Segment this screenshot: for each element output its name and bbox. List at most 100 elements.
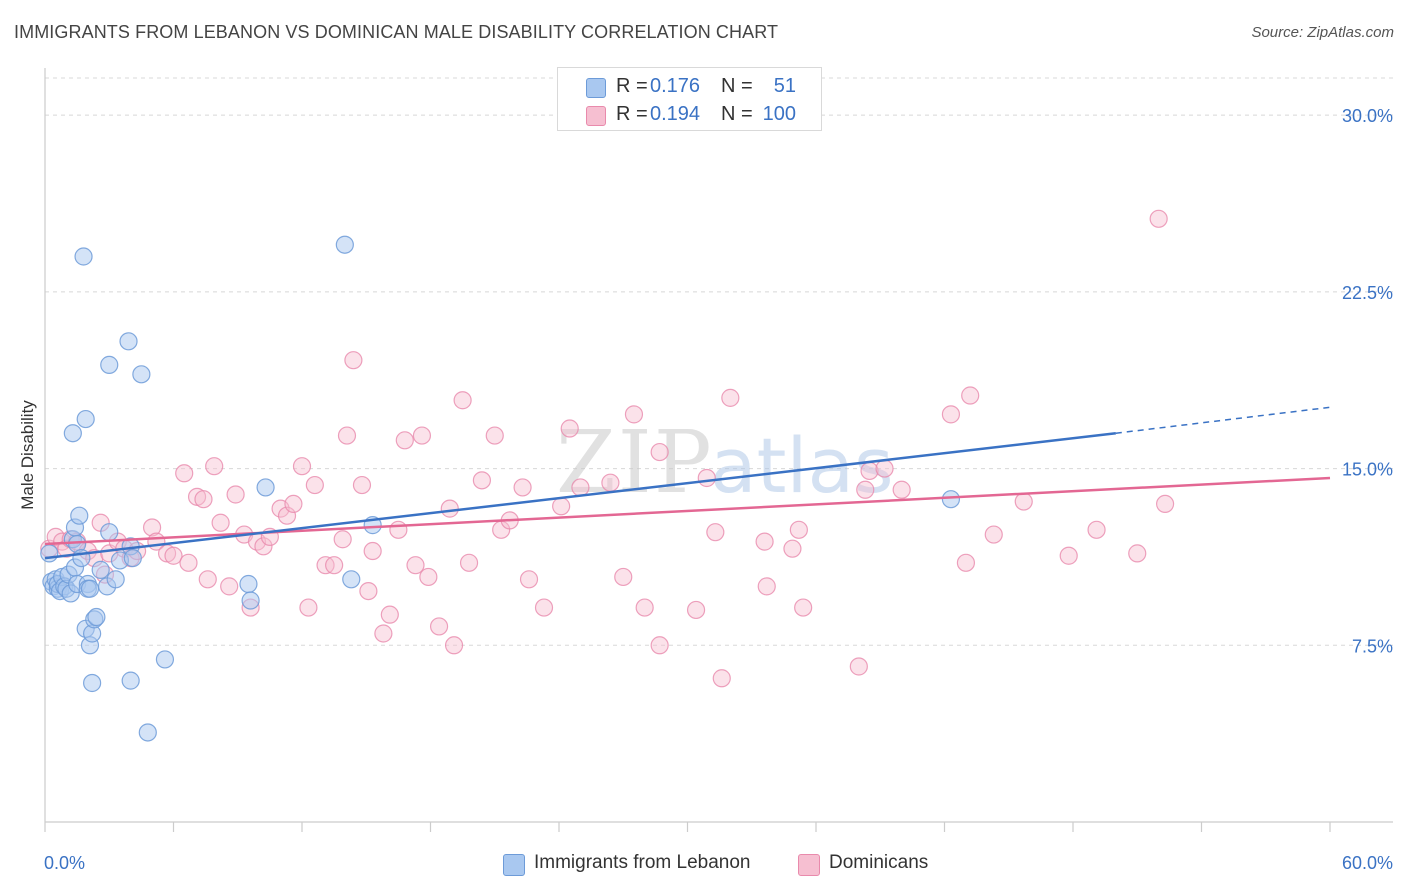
data-point-dominicans [226, 485, 245, 504]
legend-n-value: 51 [773, 75, 796, 97]
data-point-dominicans [794, 598, 813, 617]
data-point-lebanon [155, 650, 175, 669]
legend-r-value: 0.176 [650, 75, 701, 97]
data-point-lebanon [70, 506, 89, 525]
chart-title: IMMIGRANTS FROM LEBANON VS DOMINICAN MAL… [14, 22, 779, 42]
data-point-lebanon [100, 523, 119, 542]
data-point-lebanon [40, 544, 59, 563]
x-tick-label: 60.0% [1342, 853, 1393, 873]
data-point-dominicans [697, 468, 716, 488]
data-point-dominicans [601, 473, 620, 492]
data-point-dominicans [875, 459, 894, 478]
source-label: Source: ZipAtlas.com [1251, 24, 1394, 41]
data-point-dominicans [650, 636, 669, 655]
data-point-dominicans [1014, 492, 1033, 511]
data-point-dominicans [344, 351, 363, 370]
data-point-dominicans [614, 567, 633, 587]
data-point-dominicans [961, 386, 980, 405]
data-point-lebanon [91, 560, 110, 579]
data-point-dominicans [337, 426, 357, 445]
data-point-dominicans [299, 598, 318, 617]
data-point-dominicans [856, 480, 875, 499]
data-point-dominicans [374, 624, 393, 643]
correlation-legend: R = 0.176 N = 51 R = 0.194 N = 100 [557, 67, 822, 131]
data-point-dominicans [429, 617, 449, 636]
data-point-dominicans [635, 598, 654, 617]
data-point-lebanon [80, 579, 100, 598]
legend-row-lebanon: R = 0.176 N = 51 [558, 72, 821, 100]
data-point-dominicans [860, 461, 879, 481]
data-point-dominicans [325, 556, 344, 575]
data-point-dominicans [254, 537, 273, 556]
data-point-lebanon [239, 574, 258, 594]
data-point-dominicans [380, 605, 399, 624]
data-point-dominicans [444, 636, 464, 655]
data-point-dominicans [757, 577, 776, 596]
tick-labels: 7.5% 15.0% 22.5% 30.0% 0.0% 60.0% [44, 106, 1393, 873]
data-point-dominicans [359, 581, 378, 601]
data-point-dominicans [305, 475, 324, 495]
watermark-zip: ZIP [556, 413, 714, 513]
data-point-dominicans [571, 478, 590, 497]
data-point-dominicans [363, 541, 382, 561]
data-point-dominicans [755, 532, 774, 551]
data-point-dominicans [179, 553, 198, 572]
data-point-lebanon [123, 548, 142, 568]
data-point-dominicans [984, 525, 1003, 544]
data-point-dominicans [534, 598, 554, 617]
legend-n-value: 100 [762, 103, 796, 125]
data-point-dominicans [560, 419, 579, 438]
data-point-dominicans [706, 523, 725, 542]
data-point-dominicans [175, 464, 194, 483]
data-point-dominicans [624, 405, 644, 424]
data-point-dominicans [194, 490, 213, 509]
data-point-dominicans [519, 570, 539, 589]
data-point-lebanon [76, 409, 95, 429]
data-point-dominicans [395, 431, 414, 450]
data-point-dominicans [1059, 546, 1078, 565]
data-point-dominicans [142, 518, 162, 537]
data-point-dominicans [406, 556, 425, 575]
data-point-dominicans [211, 513, 230, 532]
legend-swatch-blue [586, 78, 606, 98]
data-point-dominicans [453, 391, 472, 410]
legend-swatch-pink [586, 106, 606, 126]
data-point-dominicans [1128, 544, 1147, 563]
data-point-dominicans [956, 553, 976, 572]
legend-n-label: N = [721, 75, 753, 97]
data-point-dominicans [198, 570, 217, 589]
trendline-lebanon-extension [1115, 406, 1331, 434]
data-point-dominicans [686, 600, 706, 620]
data-point-dominicans [277, 506, 297, 525]
data-point-dominicans [333, 530, 352, 549]
legend-r-value: 0.194 [650, 103, 701, 125]
data-point-lebanon [100, 355, 119, 374]
legend-row-dominicans: R = 0.194 N = 100 [558, 100, 821, 128]
data-point-lebanon [256, 478, 275, 497]
data-point-dominicans [552, 497, 571, 516]
y-tick-label: 22.5% [1342, 283, 1393, 303]
data-point-dominicans [783, 539, 802, 558]
data-point-dominicans [1149, 209, 1168, 228]
data-point-dominicans [459, 553, 479, 572]
y-tick-label: 30.0% [1342, 106, 1393, 126]
data-point-dominicans [892, 480, 911, 499]
data-point-lebanon [241, 591, 260, 610]
data-point-lebanon [106, 570, 125, 589]
data-point-dominicans [472, 471, 491, 490]
data-point-dominicans [419, 567, 438, 587]
data-point-dominicans [721, 388, 740, 407]
data-point-dominicans [389, 520, 408, 539]
legend-r-label: R = [616, 103, 648, 125]
data-point-dominicans [712, 669, 731, 688]
data-point-lebanon [941, 490, 961, 509]
watermark: ZIP atlas [556, 413, 894, 513]
bottom-legend-swatch-blue [503, 854, 525, 876]
data-point-dominicans [650, 442, 669, 462]
data-point-lebanon [335, 235, 354, 254]
gridlines [45, 77, 1393, 646]
data-point-lebanon [342, 570, 361, 589]
data-point-dominicans [1155, 494, 1175, 514]
data-point-lebanon [74, 247, 93, 266]
data-point-dominicans [849, 657, 868, 676]
